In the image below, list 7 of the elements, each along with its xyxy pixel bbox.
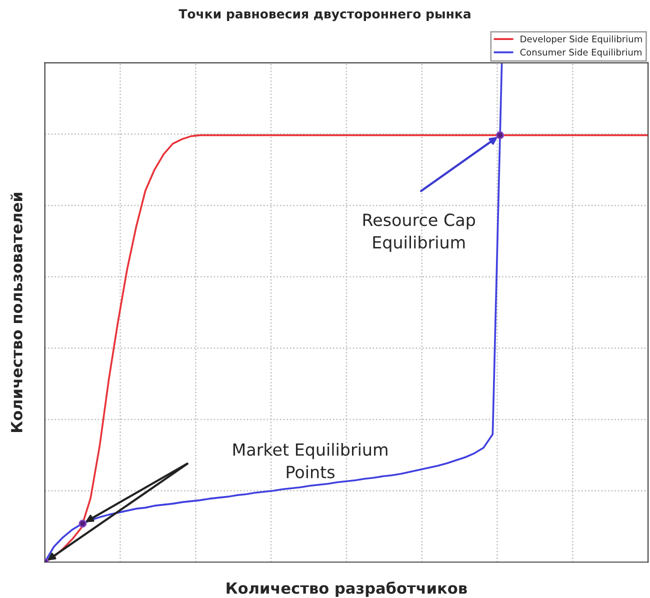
y-axis-title: Количество пользователей [10,192,22,432]
legend-label: Developer Side Equilibrium [520,35,642,44]
x-axis-title: Количество разработчиков [226,582,467,597]
legend-label: Consumer Side Equilibrium [520,48,642,58]
annotation: Resource Cap Equilibrium [363,214,475,252]
annotation: Market Equilibrium Points [233,442,388,478]
chart-title: Точки равновесия двустороннего рынка [178,9,470,22]
